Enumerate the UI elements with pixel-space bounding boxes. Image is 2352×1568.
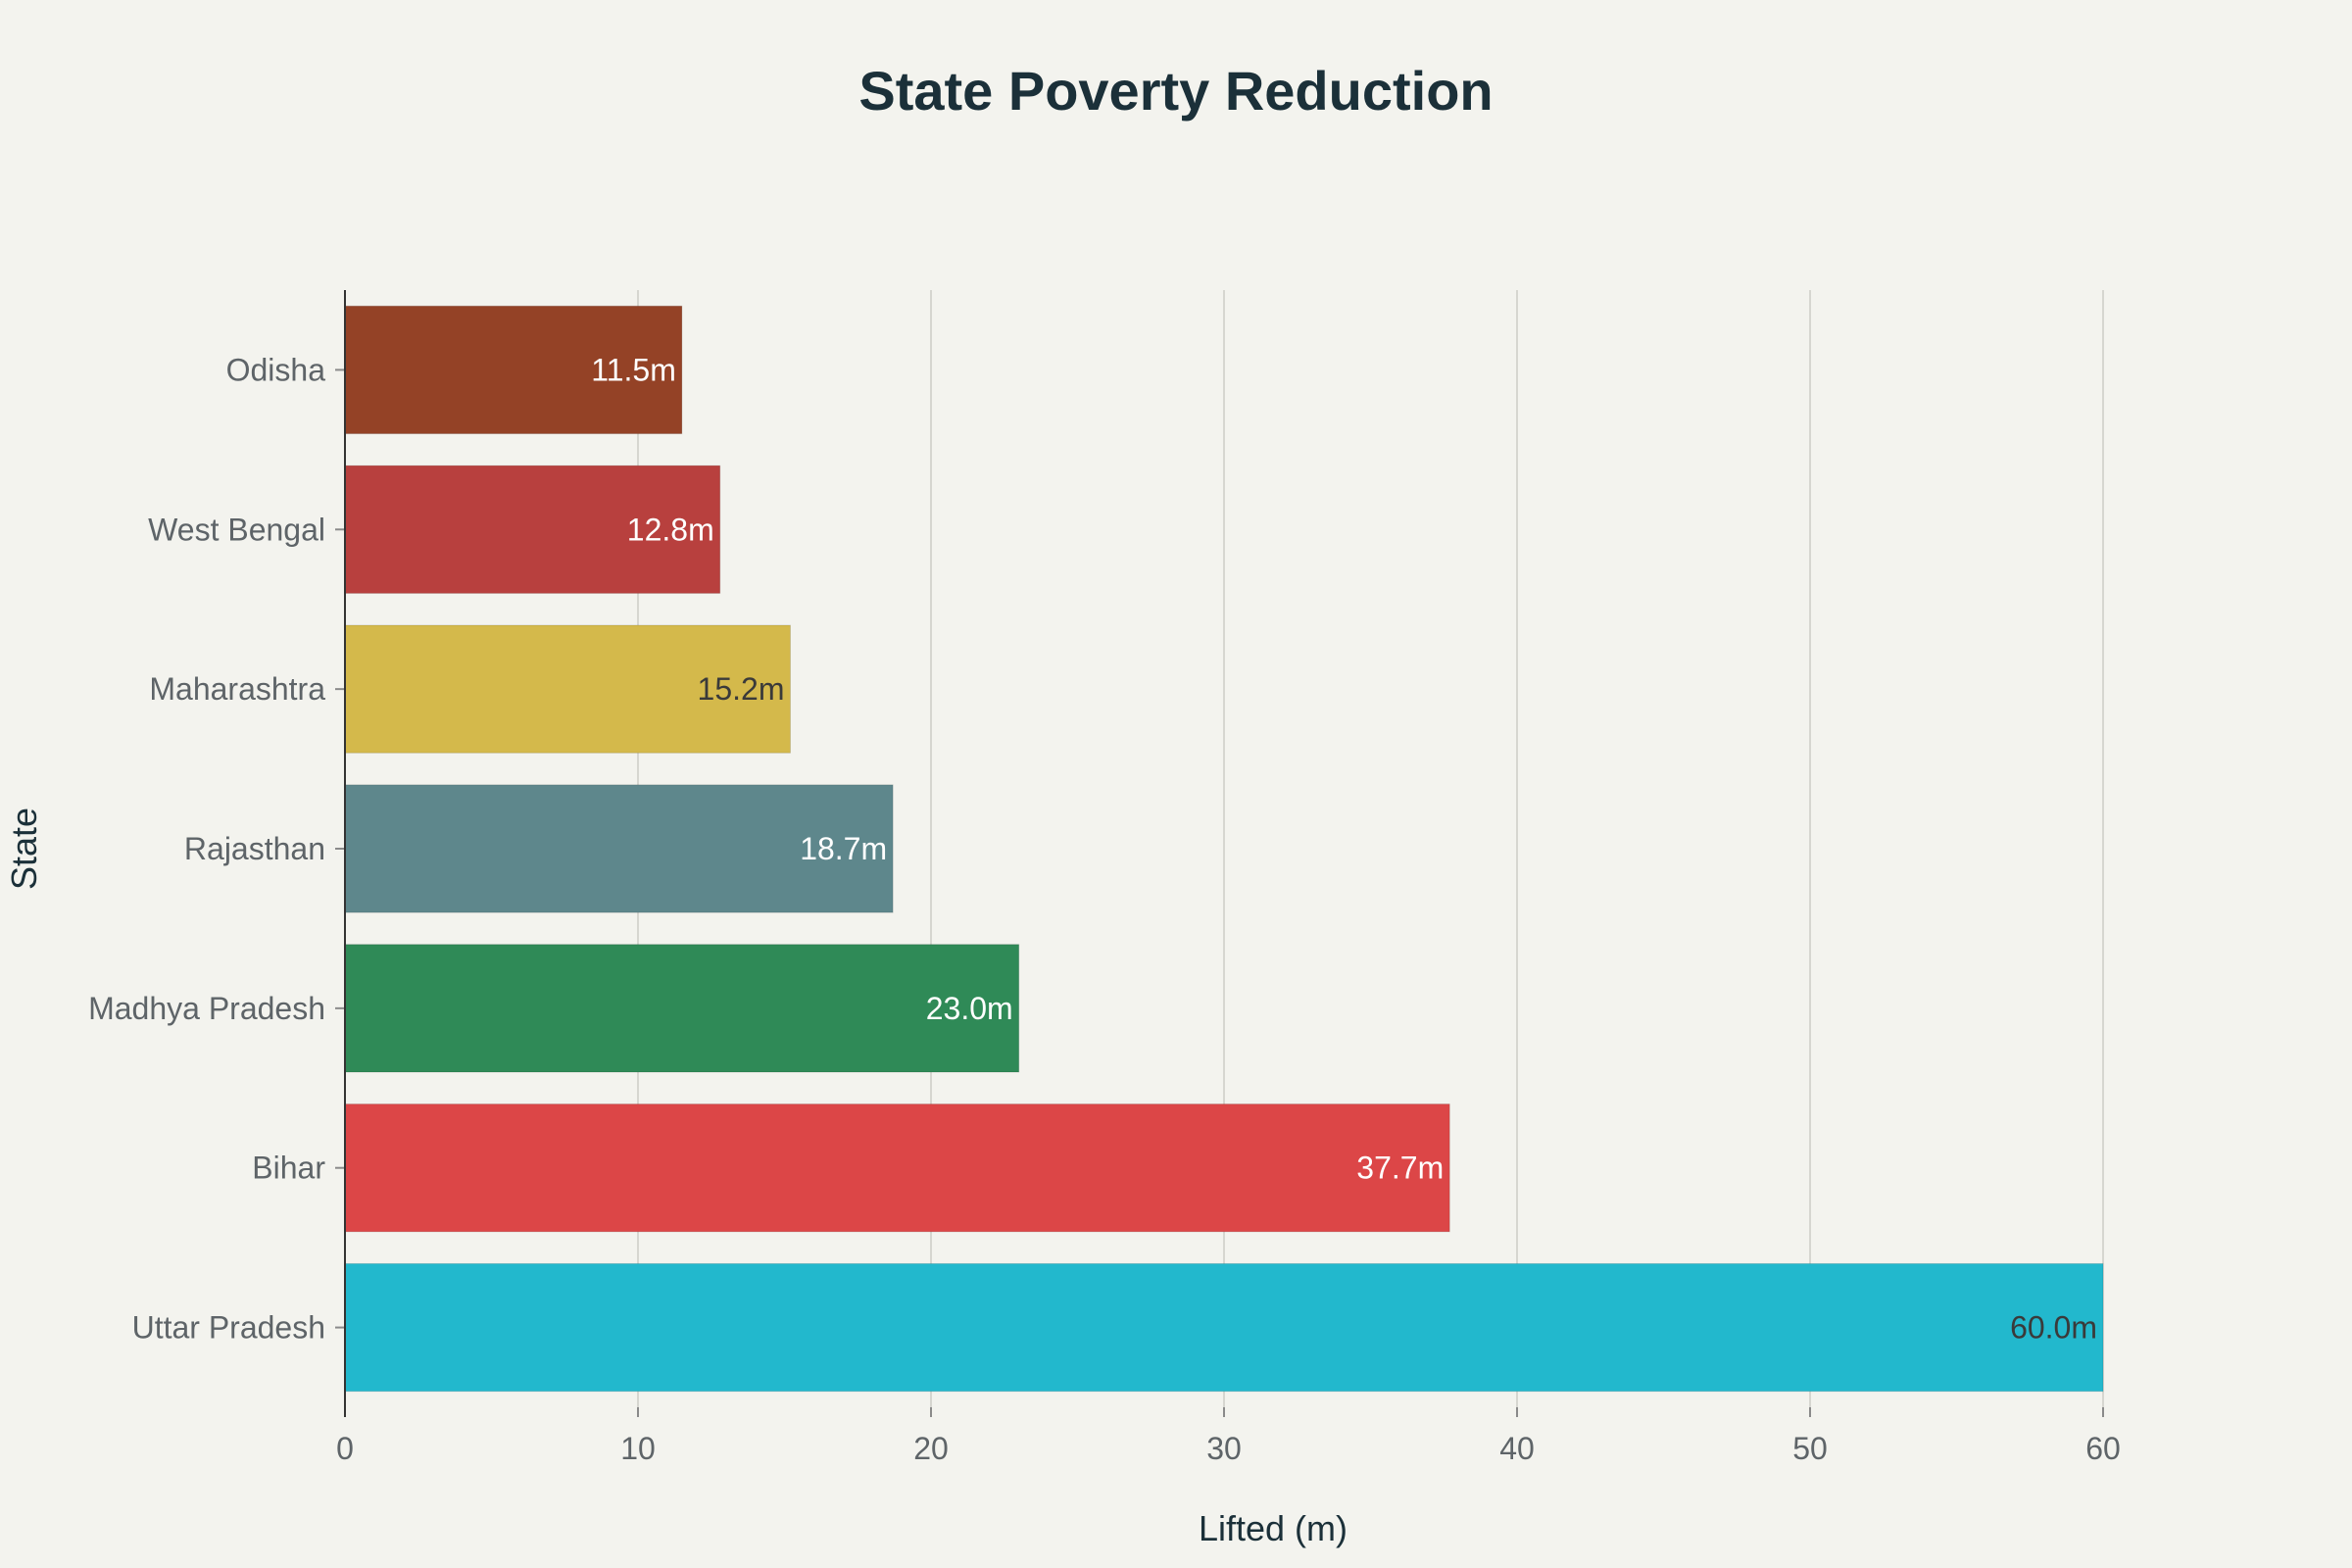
- category-label: West Bengal: [148, 512, 325, 547]
- category-label: Bihar: [252, 1151, 325, 1186]
- y-axis-title: State: [4, 808, 44, 890]
- x-tick-label: 20: [913, 1431, 949, 1466]
- x-tick-label: 0: [336, 1431, 354, 1466]
- bar: [344, 784, 894, 913]
- data-label: 12.8m: [627, 512, 714, 547]
- data-label: 11.5m: [591, 352, 676, 387]
- axis-layer: 0 10 20 30 40 50 60: [335, 290, 2121, 1466]
- x-tick-label: 60: [2085, 1431, 2121, 1466]
- data-label: 60.0m: [2010, 1310, 2097, 1346]
- bar: [344, 624, 791, 754]
- label-layer: Odisha 11.5m West Bengal 12.8m Maharashtra 15…: [88, 352, 2097, 1345]
- bar: [344, 1262, 2104, 1393]
- data-label: 23.0m: [926, 991, 1013, 1026]
- x-tick-label: 30: [1206, 1431, 1242, 1466]
- bar: [344, 1103, 1450, 1233]
- data-label: 15.2m: [698, 671, 785, 707]
- bar: [344, 944, 1020, 1073]
- category-label: Rajasthan: [184, 831, 325, 866]
- x-tick-label: 50: [1792, 1431, 1828, 1466]
- category-label: Madhya Pradesh: [88, 991, 325, 1026]
- x-tick-label: 40: [1499, 1431, 1535, 1466]
- bar: [344, 305, 683, 435]
- x-axis-title: Lifted (m): [1199, 1508, 1348, 1548]
- x-tick-label: 10: [620, 1431, 656, 1466]
- category-label: Odisha: [226, 352, 326, 387]
- category-label: Uttar Pradesh: [132, 1310, 325, 1346]
- chart-title: State Poverty Reduction: [858, 60, 1494, 122]
- category-label: Maharashtra: [149, 671, 325, 707]
- bar-layer: [344, 305, 2104, 1393]
- data-label: 37.7m: [1356, 1151, 1444, 1186]
- bar: [344, 465, 721, 594]
- data-label: 18.7m: [800, 831, 887, 866]
